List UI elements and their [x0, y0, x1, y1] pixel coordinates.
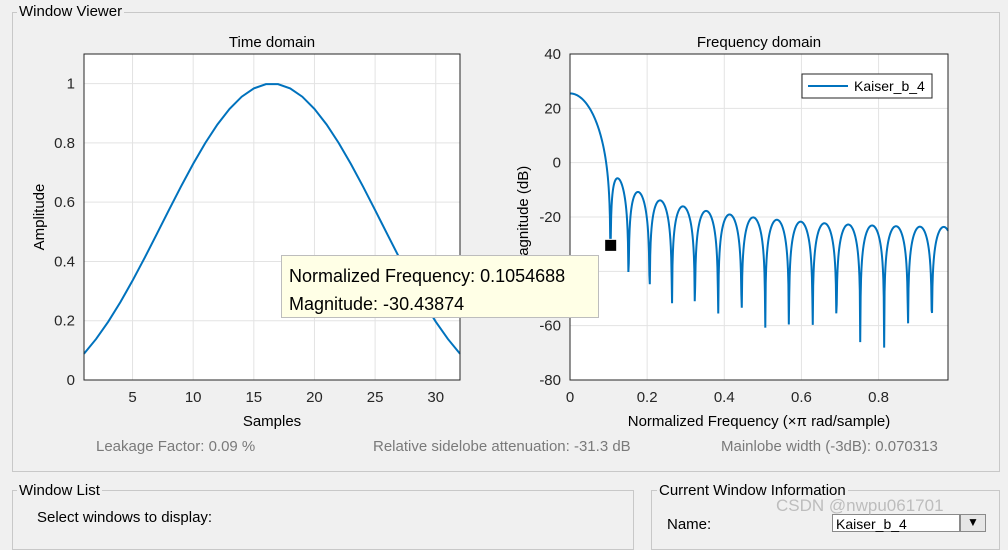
sidelobe-attenuation-text: Relative sidelobe attenuation: -31.3 dB — [373, 438, 631, 455]
freq-axes-box — [569, 53, 949, 381]
freq-x-tick-label: 0.8 — [868, 389, 889, 406]
time-axes-box — [83, 53, 461, 381]
current-window-title: Current Window Information — [657, 482, 848, 499]
freq-chart-title: Frequency domain — [697, 34, 821, 51]
name-label: Name: — [667, 516, 712, 533]
freq-x-tick-label: 0 — [566, 389, 574, 406]
time-x-tick-label: 30 — [427, 389, 444, 406]
time-x-tick-label: 5 — [128, 389, 136, 406]
select-windows-label: Select windows to display: — [37, 509, 213, 526]
freq-y-axis-label: Magnitude (dB) — [515, 166, 532, 269]
time-series-kaiser-b-4 — [83, 83, 461, 355]
freq-x-tick-label: 0.6 — [791, 389, 812, 406]
time-y-tick-label: 0.6 — [54, 194, 75, 211]
window-name-input[interactable]: Kaiser_b_4 — [832, 514, 960, 532]
freq-legend-label: Kaiser_b_4 — [854, 78, 925, 94]
time-x-axis-label: Samples — [243, 413, 301, 430]
time-y-tick-label: 0.2 — [54, 313, 75, 330]
time-x-tick-label: 10 — [185, 389, 202, 406]
time-y-tick-label: 0 — [67, 372, 75, 389]
freq-series-kaiser-b-4 — [569, 92, 949, 348]
freq-y-tick-label: 20 — [544, 100, 561, 117]
data-cursor-tooltip: Normalized Frequency: 0.1054688 Magnitud… — [281, 255, 599, 318]
time-y-tick-label: 0.4 — [54, 253, 75, 270]
time-y-tick-label: 1 — [67, 76, 75, 93]
tooltip-magnitude: Magnitude: -30.43874 — [289, 294, 465, 314]
window-viewer-panel — [12, 12, 1000, 472]
freq-y-tick-label: -60 — [539, 318, 561, 335]
mainlobe-width-text: Mainlobe width (-3dB): 0.070313 — [721, 438, 938, 455]
freq-x-tick-label: 0.2 — [637, 389, 658, 406]
tooltip-frequency: Normalized Frequency: 0.1054688 — [289, 266, 566, 286]
chevron-down-icon: ▼ — [967, 515, 979, 529]
watermark-text: CSDN @nwpu061701 — [776, 496, 944, 515]
charts-area: 5 10 15 20 25 30 0 0.2 0.4 0.6 0.8 1 Time domain Samp… — [31, 34, 949, 430]
time-x-tick-label: 20 — [306, 389, 323, 406]
time-y-tick-label: 0.8 — [54, 135, 75, 152]
window-viewer-title: Window Viewer — [17, 3, 125, 20]
time-x-tick-label: 15 — [245, 389, 262, 406]
freq-y-tick-label: -20 — [539, 209, 561, 226]
time-y-axis-label: Amplitude — [31, 184, 48, 251]
name-dropdown-button[interactable]: ▼ — [960, 514, 986, 532]
time-x-tick-label: 25 — [367, 389, 384, 406]
window-list-title: Window List — [17, 482, 102, 499]
freq-x-axis-label: Normalized Frequency (×π rad/sample) — [628, 413, 891, 430]
leakage-factor-text: Leakage Factor: 0.09 % — [96, 438, 256, 455]
freq-x-tick-label: 0.4 — [714, 389, 735, 406]
freq-y-tick-label: -80 — [539, 372, 561, 389]
freq-y-tick-label: 40 — [544, 46, 561, 63]
freq-y-tick-label: 0 — [553, 155, 561, 172]
data-cursor-marker — [604, 238, 618, 252]
time-chart-title: Time domain — [229, 34, 315, 51]
time-plot-background — [84, 54, 460, 380]
